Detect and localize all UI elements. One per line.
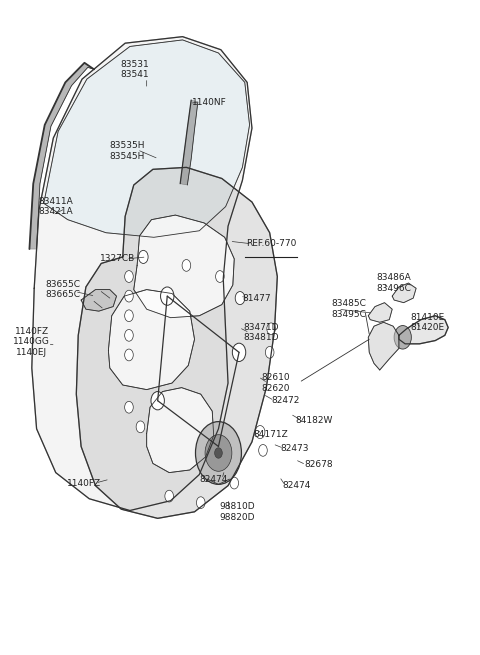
Polygon shape [108, 290, 194, 390]
Circle shape [394, 326, 411, 349]
Circle shape [265, 346, 274, 358]
Circle shape [267, 323, 276, 335]
Text: 84182W: 84182W [296, 416, 333, 425]
Circle shape [165, 490, 173, 502]
Text: 1140FZ: 1140FZ [67, 479, 101, 487]
Circle shape [195, 422, 241, 484]
Polygon shape [76, 168, 277, 518]
Polygon shape [29, 63, 94, 249]
Text: 83535H
83545H: 83535H 83545H [110, 141, 145, 160]
Circle shape [160, 287, 174, 305]
Circle shape [232, 343, 246, 362]
Circle shape [125, 271, 133, 282]
Text: 82610
82620: 82610 82620 [262, 373, 290, 393]
Text: 1140FZ
1140GG
1140EJ: 1140FZ 1140GG 1140EJ [13, 327, 50, 357]
Text: 82472: 82472 [271, 396, 300, 405]
Polygon shape [399, 316, 448, 344]
Polygon shape [32, 37, 252, 510]
Circle shape [136, 421, 145, 433]
Polygon shape [392, 283, 416, 303]
Text: 82473: 82473 [281, 444, 309, 453]
Text: REF.60-770: REF.60-770 [246, 239, 296, 248]
Circle shape [125, 349, 133, 361]
Text: 81410E
81420E: 81410E 81420E [410, 312, 445, 332]
Text: 83531
83541: 83531 83541 [120, 60, 149, 79]
Circle shape [139, 250, 148, 263]
Circle shape [125, 402, 133, 413]
Polygon shape [368, 303, 392, 322]
Circle shape [216, 271, 224, 282]
Text: 82474: 82474 [282, 481, 311, 490]
Polygon shape [368, 322, 399, 370]
Circle shape [125, 310, 133, 322]
Circle shape [196, 496, 205, 508]
Text: 1140NF: 1140NF [192, 98, 226, 107]
Text: 83655C
83665C: 83655C 83665C [46, 280, 81, 299]
Polygon shape [180, 100, 198, 185]
Text: 83486A
83496C: 83486A 83496C [377, 273, 411, 293]
Text: 83471D
83481D: 83471D 83481D [244, 323, 279, 343]
Circle shape [125, 290, 133, 302]
Text: 84171Z: 84171Z [254, 430, 288, 439]
Polygon shape [44, 40, 250, 237]
Circle shape [259, 445, 267, 457]
Polygon shape [81, 290, 117, 311]
Circle shape [212, 438, 225, 456]
Circle shape [125, 329, 133, 341]
Circle shape [255, 426, 265, 439]
Text: 83411A
83421A: 83411A 83421A [38, 197, 73, 216]
Circle shape [230, 477, 239, 489]
Text: 81477: 81477 [242, 293, 271, 303]
Circle shape [235, 291, 245, 305]
Circle shape [215, 448, 222, 458]
Text: 82678: 82678 [305, 460, 333, 469]
Polygon shape [147, 388, 214, 473]
Circle shape [182, 259, 191, 271]
Text: 83485C
83495C: 83485C 83495C [332, 299, 367, 319]
Text: 98810D
98820D: 98810D 98820D [220, 502, 255, 521]
Text: 1327CB: 1327CB [100, 254, 135, 263]
Circle shape [205, 435, 232, 472]
Circle shape [151, 392, 164, 410]
Polygon shape [134, 215, 234, 318]
Text: 82474: 82474 [200, 475, 228, 483]
